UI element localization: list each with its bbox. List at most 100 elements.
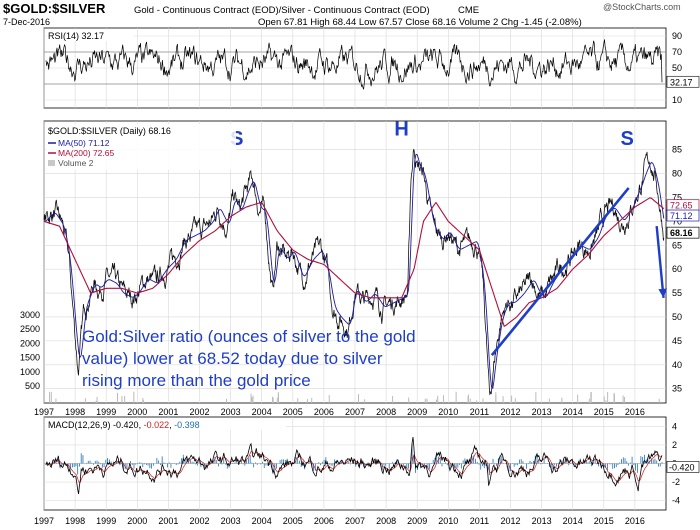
volume-bar [511, 395, 513, 403]
price-y-tick-label: 60 [672, 264, 682, 274]
volume-bar [392, 395, 394, 403]
volume-bar [133, 391, 135, 403]
volume-bar [121, 396, 123, 403]
price-y-tick-label: 75 [672, 192, 682, 202]
price-x-tick-label: 2005 [283, 407, 303, 417]
price-value-tag-label: 72.65 [670, 201, 693, 211]
volume-bar [116, 392, 118, 403]
volume-bar [408, 397, 410, 403]
price-value-tag-label: 68.16 [670, 228, 693, 238]
volume-bar [455, 391, 457, 403]
price-x-tick-label: 2016 [625, 407, 645, 417]
price-title: $GOLD:$SILVER (Daily) 68.16 [48, 126, 171, 136]
price-y-tick-label: 80 [672, 169, 682, 179]
head-shoulders-label: S [620, 128, 633, 150]
volume-bar [436, 399, 438, 403]
macd-x-tick-label: 2016 [625, 516, 645, 526]
volume-bar [96, 396, 98, 403]
price-y-tick-label: 65 [672, 240, 682, 250]
macd-value-tag-label: -0.420 [669, 462, 695, 472]
chart-description: Gold - Continuous Contract (EOD)/Silver … [134, 5, 430, 16]
price-x-tick-label: 1999 [96, 407, 116, 417]
volume-bar [437, 395, 439, 403]
rsi-title: RSI(14) 32.17 [48, 31, 104, 41]
down-arrow-shaft [655, 226, 665, 298]
rsi-value-tag [666, 75, 700, 88]
macd-x-tick-label: 2008 [376, 516, 396, 526]
volume-bar [590, 391, 592, 403]
head-shoulders-label: H [394, 118, 408, 140]
volume-tick-label: 500 [25, 381, 40, 391]
volume-bar [311, 398, 313, 403]
volume-bar [658, 398, 660, 403]
price-x-tick-label: 2000 [127, 407, 147, 417]
price-legend-bg [46, 124, 236, 170]
volume-bar [482, 398, 484, 403]
price-x-tick-label: 2009 [407, 407, 427, 417]
price-x-tick-label: 2006 [314, 407, 334, 417]
macd-x-tick-label: 2003 [221, 516, 241, 526]
macd-x-tick-label: 1997 [34, 516, 54, 526]
price-x-tick-label: 1997 [34, 407, 54, 417]
macd-y-tick-label: -4 [672, 496, 680, 506]
quote-line: Open 67.81 High 68.44 Low 67.57 Close 68… [258, 17, 582, 28]
volume-bar [95, 400, 97, 403]
price-y-tick-label: 85 [672, 145, 682, 155]
macd-x-tick-label: 2014 [563, 516, 583, 526]
volume-bar [535, 392, 537, 403]
volume-bar [561, 397, 563, 403]
price-x-tick-label: 1998 [65, 407, 85, 417]
volume-bar [495, 392, 497, 403]
macd-x-tick-label: 2001 [158, 516, 178, 526]
volume-bar [306, 399, 308, 403]
ma200-legend: MA(200) 72.65 [58, 148, 114, 158]
price-y-tick-label: 45 [672, 336, 682, 346]
price-y-tick-label: 40 [672, 360, 682, 370]
rsi-y-tick-label: 50 [672, 63, 682, 73]
chart-exchange: CME [458, 5, 479, 16]
volume-bar [124, 395, 126, 403]
macd-x-tick-label: 2015 [594, 516, 614, 526]
macd-x-tick-label: 2004 [252, 516, 272, 526]
volume-bar [426, 398, 428, 403]
volume-bar [514, 398, 516, 403]
macd-x-tick-label: 2010 [438, 516, 458, 526]
macd-x-tick-label: 2005 [283, 516, 303, 526]
volume-bar [277, 392, 279, 403]
price-x-tick-label: 2003 [221, 407, 241, 417]
price-x-tick-label: 2013 [532, 407, 552, 417]
volume-legend: Volume 2 [58, 158, 94, 168]
macd-y-tick-label: -2 [672, 477, 680, 487]
price-y-tick-label: 55 [672, 288, 682, 298]
price-x-tick-label: 2011 [470, 407, 489, 417]
volume-bar [50, 391, 52, 403]
price-y-tick-label: 50 [672, 312, 682, 322]
rsi-y-tick-label: 10 [672, 95, 682, 105]
volume-bar [588, 398, 590, 403]
price-x-tick-label: 2012 [500, 407, 520, 417]
ma200-line [43, 197, 665, 328]
volume-bar [226, 398, 228, 403]
macd-value-tag [666, 461, 700, 473]
volume-bar [603, 396, 605, 403]
macd-x-tick-label: 1999 [96, 516, 116, 526]
price-y-tick-label: 70 [672, 216, 682, 226]
volume-bar [364, 399, 366, 403]
macd-x-tick-label: 2002 [189, 516, 209, 526]
price-x-tick-label: 2015 [594, 407, 614, 417]
volume-bar [358, 394, 360, 403]
price-x-tick-label: 2010 [438, 407, 458, 417]
volume-bar [297, 398, 299, 403]
macd-x-tick-label: 2007 [345, 516, 365, 526]
price-x-tick-label: 2008 [376, 407, 396, 417]
volume-bar [467, 396, 469, 403]
rsi-y-tick-label: 70 [672, 47, 682, 57]
price-y-tick-label: 35 [672, 384, 682, 394]
rsi-title-bg [46, 30, 134, 41]
ratio-annotation: Gold:Silver ratio (ounces of silver to t… [82, 327, 420, 390]
volume-bar [84, 398, 86, 403]
macd-y-tick-label: 2 [672, 440, 677, 450]
price-x-tick-label: 2007 [345, 407, 365, 417]
volume-tick-label: 3000 [20, 310, 40, 320]
